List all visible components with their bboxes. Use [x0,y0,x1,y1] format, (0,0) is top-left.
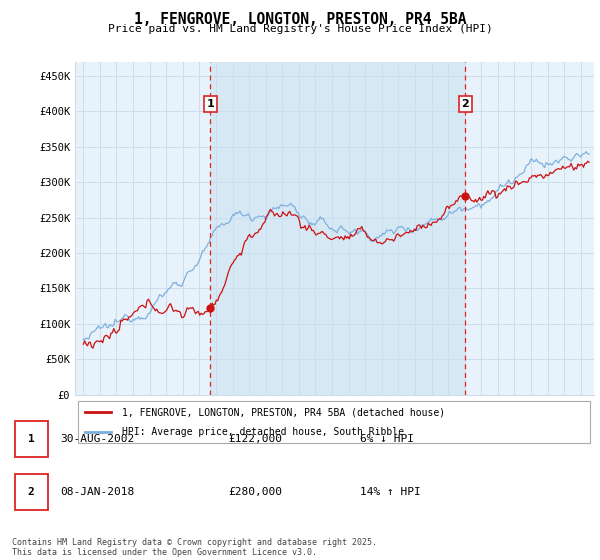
Text: 1, FENGROVE, LONGTON, PRESTON, PR4 5BA: 1, FENGROVE, LONGTON, PRESTON, PR4 5BA [134,12,466,27]
Text: 30-AUG-2002: 30-AUG-2002 [60,433,134,444]
Text: 1, FENGROVE, LONGTON, PRESTON, PR4 5BA (detached house): 1, FENGROVE, LONGTON, PRESTON, PR4 5BA (… [122,407,445,417]
Text: 1: 1 [206,99,214,109]
Text: 08-JAN-2018: 08-JAN-2018 [60,487,134,497]
Text: 2: 2 [461,99,469,109]
FancyBboxPatch shape [15,421,48,457]
Text: 1: 1 [28,433,35,444]
Text: £280,000: £280,000 [228,487,282,497]
Text: £122,000: £122,000 [228,433,282,444]
Text: 14% ↑ HPI: 14% ↑ HPI [360,487,421,497]
Text: HPI: Average price, detached house, South Ribble: HPI: Average price, detached house, Sout… [122,427,404,437]
Text: 6% ↓ HPI: 6% ↓ HPI [360,433,414,444]
Text: Contains HM Land Registry data © Crown copyright and database right 2025.
This d: Contains HM Land Registry data © Crown c… [12,538,377,557]
Text: Price paid vs. HM Land Registry's House Price Index (HPI): Price paid vs. HM Land Registry's House … [107,24,493,34]
Text: 2: 2 [28,487,35,497]
FancyBboxPatch shape [77,401,590,444]
Bar [211,62,465,395]
FancyBboxPatch shape [15,474,48,510]
